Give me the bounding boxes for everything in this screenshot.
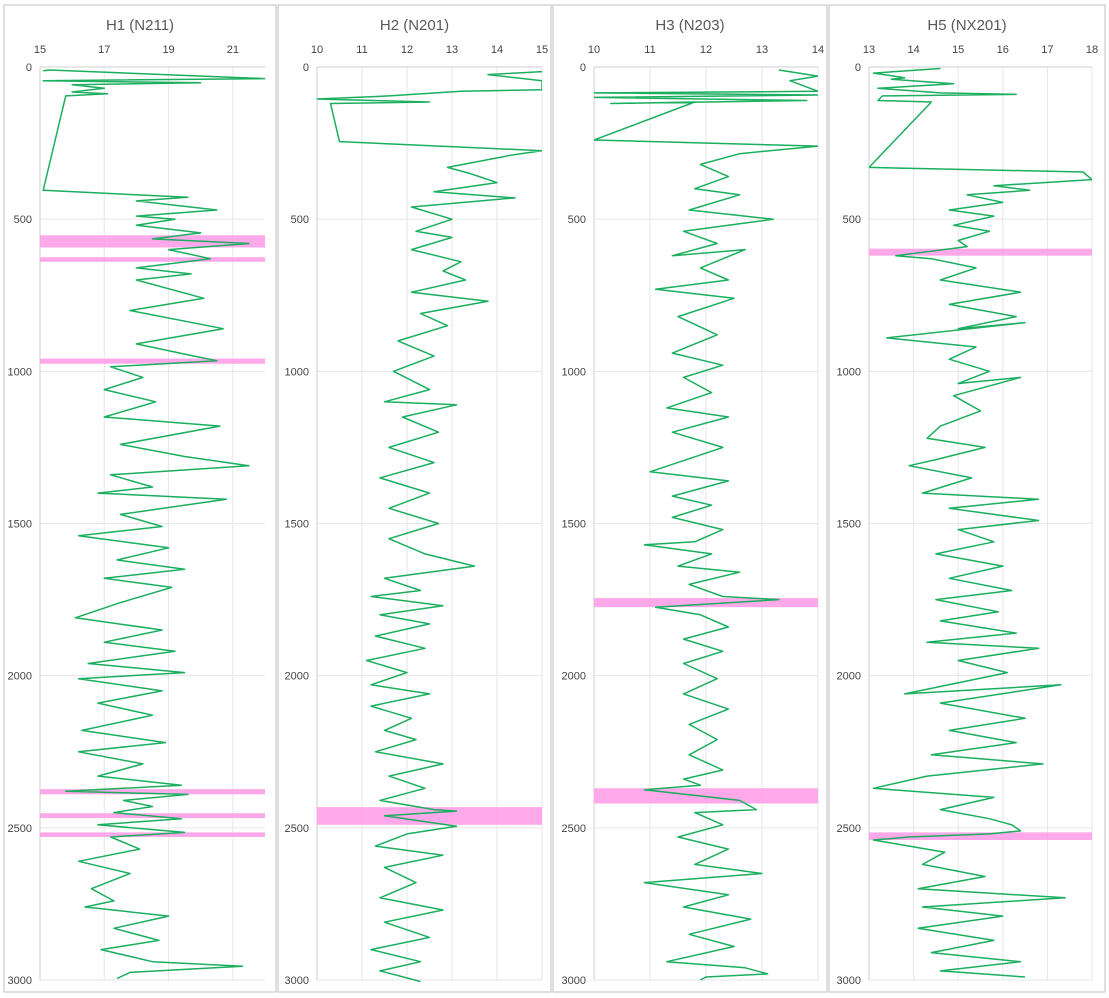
highlight-band [869, 832, 1092, 841]
highlight-band [40, 358, 265, 364]
y-tick-label: 2000 [837, 671, 861, 683]
x-tick-label: 10 [311, 44, 323, 56]
highlight-band [40, 789, 265, 795]
y-tick-label: 2500 [837, 823, 861, 835]
log-panels: H1 (N211)15 17 19 2105001000150020002500300… [3, 4, 1106, 993]
y-tick-label: 0 [303, 62, 309, 74]
panel-frame [3, 4, 277, 993]
x-tick-label: 13 [446, 44, 458, 56]
x-tick-label: 13 [756, 44, 768, 56]
x-tick-label: 21 [227, 44, 239, 56]
y-tick-label: 2000 [8, 671, 32, 683]
x-tick-label: 12 [401, 44, 413, 56]
panel-h5-nx201: H5 (NX201) 13 14 15 16 17 18 0 500 1000 1500 2000 25… [828, 4, 1106, 993]
highlight-band [594, 788, 818, 804]
y-tick-label: 0 [855, 62, 861, 74]
panel-title: H1 (N211) [106, 17, 174, 34]
series-line-h1-n211 [42, 69, 265, 980]
y-tick-label: 1000 [837, 366, 861, 378]
y-tick-label: 1500 [562, 519, 586, 531]
highlight-band [317, 807, 542, 825]
y-tick-label: 1500 [285, 519, 309, 531]
y-tick-label: 1000 [8, 366, 32, 378]
x-tick-label: 13 [863, 44, 875, 56]
y-tick-label: 1000 [562, 366, 586, 378]
highlight-band [869, 248, 1092, 256]
y-tick-label: 1500 [8, 519, 32, 531]
x-tick-label: 14 [907, 44, 919, 56]
x-tick-label: 15 [34, 44, 46, 56]
panel-h2-n201: H2 (N201) 10 11 12 13 14 15 0 500 1000 1500 2000 250… [277, 4, 552, 993]
y-tick-label: 3000 [562, 975, 586, 987]
x-tick-label: 10 [588, 44, 600, 56]
x-tick-label: 12 [700, 44, 712, 56]
series-line-h2-n201 [317, 70, 542, 982]
y-tick-label: 2000 [562, 671, 586, 683]
x-tick-label: 18 [1086, 44, 1098, 56]
y-tick-label: 2500 [8, 823, 32, 835]
series-line-h5-nx201 [869, 67, 1092, 978]
y-tick-label: 1500 [837, 519, 861, 531]
x-tick-label: 15 [536, 44, 548, 56]
y-tick-label: 2500 [562, 823, 586, 835]
highlight-band [40, 257, 265, 262]
x-tick-label: 14 [812, 44, 824, 56]
y-tick-label: 500 [291, 214, 309, 226]
x-tick-label: 11 [356, 44, 367, 56]
x-tick-label: 17 [1041, 44, 1053, 56]
x-tick-label: 19 [162, 44, 174, 56]
y-tick-label: 1000 [285, 366, 309, 378]
highlight-band [40, 235, 265, 248]
y-tick-label: 500 [568, 214, 586, 226]
y-tick-label: 2000 [285, 671, 309, 683]
highlight-band [594, 598, 818, 608]
y-tick-label: 3000 [837, 975, 861, 987]
panel-title: H3 (N203) [655, 17, 724, 34]
x-tick-label: 15 [952, 44, 964, 56]
panel-h1-n211: H1 (N211) 15 17 19 21 0 500 1000 1500 2000 2500 300… [3, 4, 277, 993]
series-line-h3-n203 [594, 69, 818, 981]
y-tick-label: 3000 [8, 975, 32, 987]
panel-title: H5 (NX201) [927, 17, 1006, 34]
y-tick-label: 2500 [285, 823, 309, 835]
y-tick-label: 3000 [285, 975, 309, 987]
x-tick-label: 11 [644, 44, 655, 56]
y-tick-label: 500 [14, 214, 32, 226]
y-tick-label: 0 [26, 62, 32, 74]
y-tick-label: 0 [580, 62, 586, 74]
panel-frame [828, 4, 1106, 993]
x-tick-label: 17 [98, 44, 110, 56]
panel-h3-n203: H3 (N203) 10 11 12 13 14 0 500 1000 1500 2000 2500 3… [552, 4, 828, 993]
x-tick-label: 14 [491, 44, 503, 56]
panel-title: H2 (N201) [380, 17, 449, 34]
x-tick-label: 16 [997, 44, 1009, 56]
y-tick-label: 500 [843, 214, 861, 226]
